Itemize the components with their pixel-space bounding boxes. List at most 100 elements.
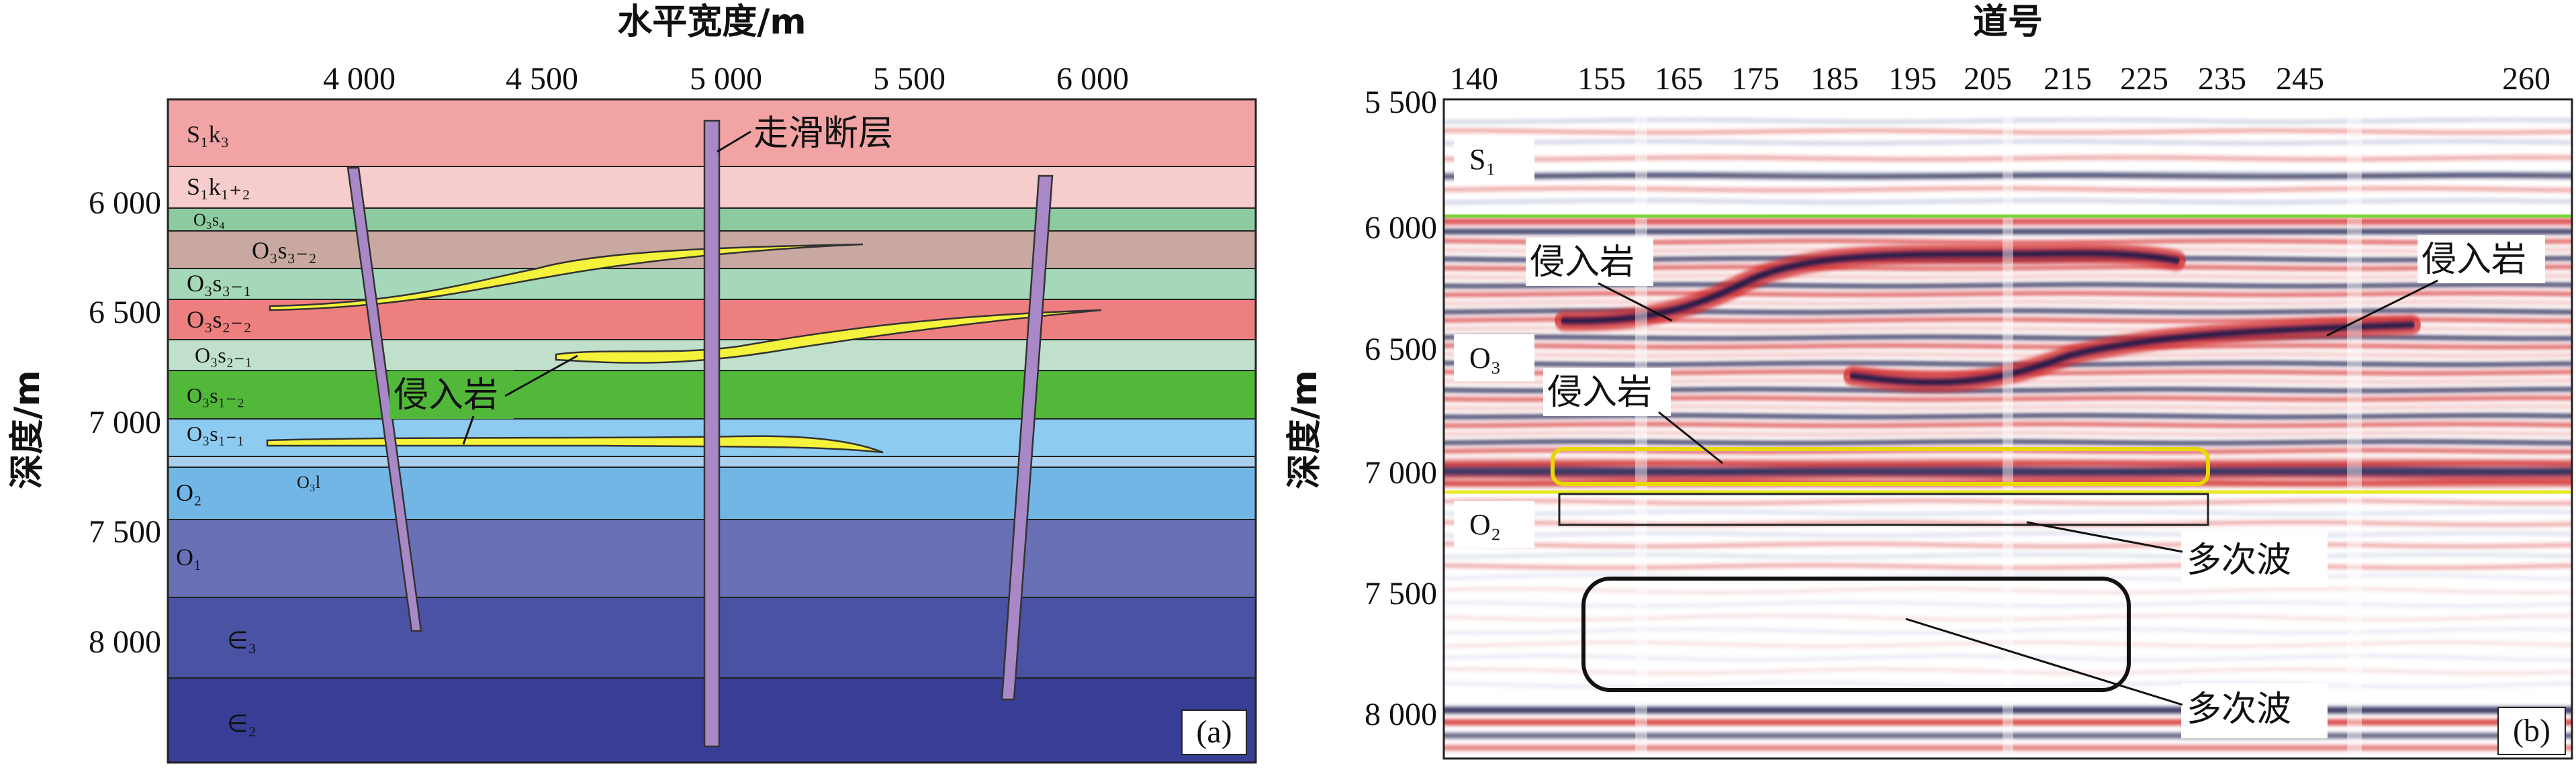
x-tick-label: 140 [1450,61,1498,97]
seismic-reflector [1444,640,2572,648]
multiple-box-2 [1581,577,2131,692]
intrusion-label-bg [1543,368,1671,416]
y-tick-label: 7 500 [1365,576,1437,611]
layer-label: ∈₂ [227,710,257,737]
seismic-reflector [1444,343,2572,350]
multiple-leader [2026,521,2183,553]
intrusion-sill [266,435,884,454]
intrusion-event [1849,321,2415,387]
panel-a-label-box [1181,709,1247,755]
multiple-box-1 [1558,493,2209,526]
fault-label-bg [747,109,915,157]
seismic-reflector [1444,562,2572,571]
layer-label: O₃s₁₋₁ [187,422,244,446]
seismic-reflector [1444,600,2572,608]
fault-left [347,166,422,632]
seismic-reflector [1444,465,2572,472]
seismic-reflector [1444,430,2572,437]
panel-a-label: (a) [1196,714,1232,750]
x-tick-label: 5 000 [690,61,762,97]
layer-label: O₂ [176,479,202,506]
seismic-reflector [1444,614,2572,622]
layer-label: O₃l [297,473,320,492]
panel-b-x-ticks: 140 155 165 175 185 195 205 215 225 235 … [1450,61,2550,97]
y-tick-label: 6 500 [1365,332,1437,367]
seismic-reflector [1444,299,2572,306]
layer-label: ∈₃ [227,627,257,654]
seismic-reflector [1444,667,2572,675]
panel-a-frame [167,98,1257,764]
stratigraphic-section: S₁k₃ S₁k₁₊₂ O₃s₄ O₃s₃₋₂ O₃s₃₋₁ O₃s₂₋₂ O₃… [168,99,1256,763]
intrusion-label-bg [389,371,514,419]
x-tick-label: 215 [2043,61,2092,97]
y-tick-label: 6 500 [89,295,161,330]
panel-b: 道号 深度/m 140 155 165 175 185 195 205 215 … [1285,2,2573,760]
seismic-reflector [1444,470,2572,477]
fault-leader [717,130,751,153]
seismic-reflector [1444,654,2572,662]
seismic-background [1444,99,2572,758]
fault-strike-slip [703,119,721,748]
x-tick-label: 205 [1964,61,2012,97]
seismic-reflector [1444,460,2572,467]
seismic-reflector [1444,291,2572,297]
intrusion-event [1561,249,2180,326]
seismic-reflector [1444,117,2572,124]
unit-label: O₂ [1469,508,1501,541]
intrusion-sill [269,243,864,311]
seismic-reflector [1444,128,2572,135]
fault-zones [1635,99,2362,758]
panel-b-label-box [2497,707,2566,755]
seismic-section: S₁ O₃ O₂ 侵入岩 侵入岩 侵入岩 多次波 多次波 (b) [1444,99,2572,758]
x-tick-label: 260 [2502,61,2550,97]
intrusion-label: 侵入岩 [1547,373,1652,413]
x-tick-label: 5 500 [873,61,946,97]
intrusion-leader [462,415,475,445]
seismic-reflector [1444,681,2572,689]
layer-label: O₃s₂₋₁ [195,343,252,367]
seismic-intrusion-events [1555,243,2421,393]
seismic-reflector [1444,573,2572,581]
panel-b-y-title: 深度/m [1285,370,1325,489]
x-tick-label: 185 [1810,61,1859,97]
fault-label: 走滑断层 [753,113,893,154]
x-tick-label: 155 [1577,61,1626,97]
seismic-reflector [1444,541,2572,549]
seismic-reflector [1444,552,2572,560]
seismic-reflector [1444,352,2572,358]
intrusion-leader [1598,282,1673,322]
x-tick-label: 225 [2120,61,2168,97]
seismic-reflector [1444,186,2572,193]
intrusion-label-bg [1526,238,1653,286]
seismic-reflector [1444,422,2572,428]
seismic-reflector [1444,139,2572,146]
seismic-reflector [1444,474,2572,481]
x-tick-label: 4 500 [506,61,578,97]
layer-label: O₁ [176,544,202,571]
layer-labels: S₁k₃ S₁k₁₊₂ O₃s₄ O₃s₃₋₂ O₃s₃₋₁ O₃s₂₋₂ O₃… [176,121,320,737]
multiple-label-bg [2181,532,2328,587]
intrusion-leader [504,354,578,397]
multiple-label: 多次波 [2187,689,2291,730]
layer-label: O₃s₂₋₂ [187,306,252,333]
unit-label: O₃ [1469,342,1501,375]
intrusion-leader [1658,411,1723,464]
layer-label: S₁k₃ [187,121,229,148]
faults [347,119,1054,748]
intrusion-label-bg [2418,235,2545,283]
panel-a-annotations: 走滑断层 侵入岩 (a) [389,109,1247,755]
unit-label-bg [1454,136,1534,183]
x-tick-label: 4 000 [323,61,396,97]
multiple-leader [1905,618,2183,706]
panel-b-label: (b) [2513,713,2550,748]
y-tick-label: 6 000 [1365,210,1437,246]
panel-a: 水平宽度/m 深度/m 4 000 4 500 5 000 5 500 6 00… [7,2,1257,764]
unit-label: S₁ [1469,143,1496,176]
panel-b-y-ticks: 5 500 6 000 6 500 7 000 7 500 8 000 [1365,85,1437,732]
layer-label: O₃s₁₋₂ [187,383,244,407]
y-tick-label: 8 000 [89,624,161,660]
multiple-label-bg [2181,683,2328,738]
y-tick-label: 7 500 [89,514,161,550]
seismic-reflector [1444,198,2572,205]
panel-b-title: 道号 [1973,2,2043,42]
